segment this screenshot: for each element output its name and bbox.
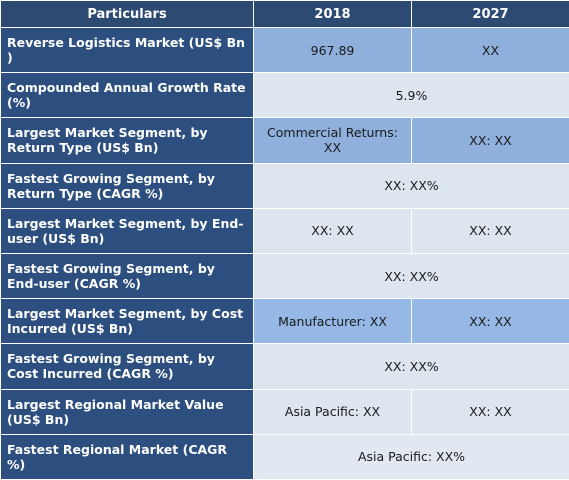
header-2018: 2018 <box>253 0 412 28</box>
table-row: Reverse Logistics Market (US$ Bn ) 967.8… <box>0 26 569 74</box>
value-2027: XX: XX <box>411 388 569 435</box>
value-merged: Asia Pacific: XX% <box>253 433 569 480</box>
table-row: Largest Market Segment, by Return Type (… <box>0 117 569 164</box>
header-row: Particulars 2018 2027 <box>0 0 569 28</box>
row-label: Fastest Growing Segment, by Return Type … <box>0 162 254 209</box>
table-row: Largest Regional Market Value (US$ Bn) A… <box>0 388 569 435</box>
row-label: Largest Market Segment, by End-user (US$… <box>0 207 254 254</box>
row-label: Largest Regional Market Value (US$ Bn) <box>0 388 254 435</box>
value-merged: XX: XX% <box>253 252 569 300</box>
table-row: Largest Market Segment, by End-user (US$… <box>0 207 569 254</box>
value-2018: 967.89 <box>253 26 412 74</box>
table-row: Fastest Growing Segment, by Return Type … <box>0 162 569 209</box>
table-row: Fastest Growing Segment, by Cost Incurre… <box>0 343 569 390</box>
row-label: Largest Market Segment, by Cost Incurred… <box>0 298 254 345</box>
value-2018: Asia Pacific: XX <box>253 388 412 435</box>
header-particulars: Particulars <box>0 0 254 28</box>
row-label: Largest Market Segment, by Return Type (… <box>0 117 254 164</box>
header-2027: 2027 <box>411 0 569 28</box>
value-merged: XX: XX% <box>253 162 569 209</box>
value-2027: XX: XX <box>411 117 569 164</box>
row-label: Fastest Regional Market (CAGR %) <box>0 433 254 480</box>
value-2018: XX: XX <box>253 207 412 254</box>
row-label: Reverse Logistics Market (US$ Bn ) <box>0 26 254 74</box>
value-merged: XX: XX% <box>253 343 569 390</box>
row-label: Fastest Growing Segment, by Cost Incurre… <box>0 343 254 390</box>
value-2027: XX: XX <box>411 207 569 254</box>
table-row: Largest Market Segment, by Cost Incurred… <box>0 298 569 345</box>
row-label: Compounded Annual Growth Rate (%) <box>0 72 254 119</box>
value-2018: Manufacturer: XX <box>253 298 412 345</box>
table-row: Compounded Annual Growth Rate (%) 5.9% <box>0 72 569 119</box>
value-2027: XX: XX <box>411 298 569 345</box>
row-label: Fastest Growing Segment, by End-user (CA… <box>0 252 254 300</box>
table-row: Fastest Growing Segment, by End-user (CA… <box>0 252 569 300</box>
table-row: Fastest Regional Market (CAGR %) Asia Pa… <box>0 433 569 480</box>
value-2027: XX <box>411 26 569 74</box>
value-merged: 5.9% <box>253 72 569 119</box>
value-2018: Commercial Returns: XX <box>253 117 412 164</box>
